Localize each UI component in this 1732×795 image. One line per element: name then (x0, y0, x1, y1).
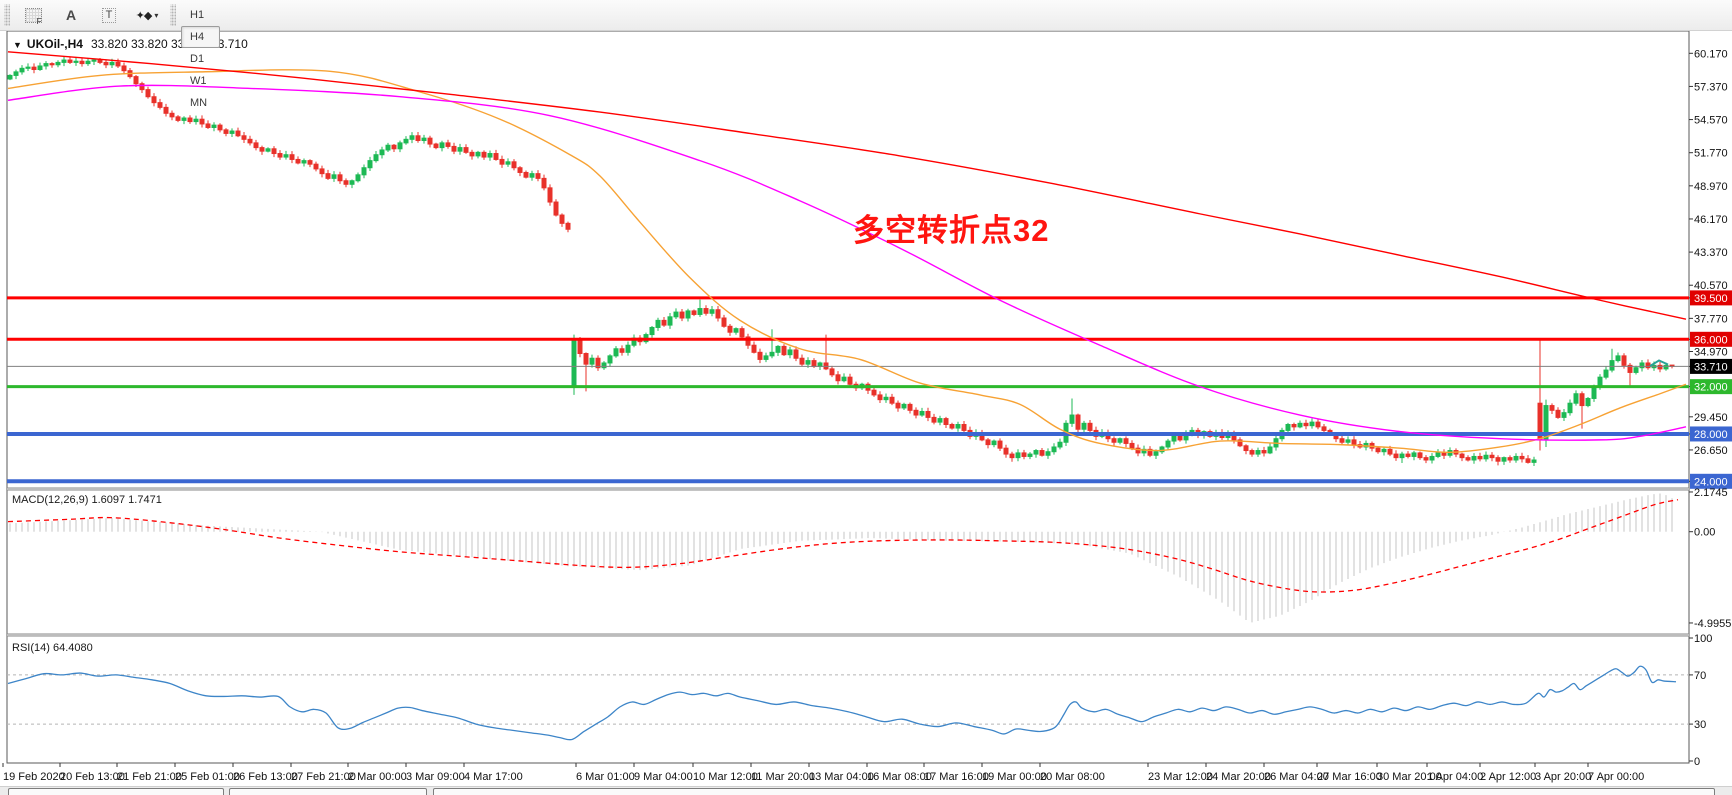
time-axis-label: 9 Mar 04:00 (634, 771, 693, 783)
macd-axis-label: -4.9955 (1694, 618, 1731, 630)
price-axis-label: 26.650 (1694, 445, 1728, 457)
time-axis-label: 10 Mar 12:00 (693, 771, 758, 783)
time-axis-label: 26 Mar 04:00 (1264, 771, 1329, 783)
toolbar-drag-handle[interactable] (170, 4, 176, 26)
ma-slow-red (7, 51, 1687, 320)
price-badge-label: 32.000 (1694, 382, 1728, 394)
price-badge (1690, 379, 1732, 395)
rsi-axis-label: 0 (1694, 756, 1700, 768)
time-axis-label: 23 Mar 12:00 (1148, 771, 1213, 783)
time-axis-label: 3 Mar 09:00 (406, 771, 465, 783)
price-badge (1690, 290, 1732, 306)
macd-readout: MACD(12,26,9) 1.6097 1.7471 (12, 494, 162, 506)
price-badge-label: 36.000 (1694, 334, 1728, 346)
time-axis-label: 2 Mar 00:00 (348, 771, 407, 783)
time-axis-label: 2 Apr 12:00 (1480, 771, 1536, 783)
time-axis-label: 13 Mar 04:00 (809, 771, 874, 783)
time-axis-label: 27 Feb 21:00 (291, 771, 356, 783)
time-axis-label: 7 Apr 00:00 (1588, 771, 1644, 783)
last-price-marker-icon (1649, 359, 1669, 367)
macd-signal-line (7, 499, 1679, 593)
price-axis-label: 54.570 (1694, 115, 1728, 127)
timeframe-button-H4[interactable]: H4 (181, 26, 221, 48)
macd-axis-label: 2.1745 (1694, 487, 1728, 499)
time-axis-label: 24 Mar 20:00 (1206, 771, 1271, 783)
time-axis-label: 26 Feb 13:00 (233, 771, 298, 783)
time-axis-label: 17 Mar 16:00 (924, 771, 989, 783)
timeframe-toolbar: M1M5M15M30H1H4D1W1MN (180, 0, 221, 114)
price-badge-label: 33.710 (1694, 361, 1728, 373)
macd-axis-label: 0.00 (1694, 527, 1715, 539)
time-axis-label: 20 Mar 08:00 (1040, 771, 1105, 783)
time-axis-label: 20 Feb 13:00 (60, 771, 125, 783)
toolbar-drag-handle[interactable] (4, 4, 10, 26)
chart-tab[interactable] (229, 788, 427, 795)
time-axis-label: 27 Mar 16:00 (1317, 771, 1382, 783)
draw-objects-button[interactable]: ✦◆ ▾ (130, 3, 164, 27)
price-axis-label: 40.570 (1694, 280, 1728, 292)
chart-grid-button[interactable]: F (16, 3, 50, 27)
insert-textbox-button[interactable]: T (92, 3, 126, 27)
trade-annotation-text[interactable]: 多空转折点32 (853, 213, 1050, 248)
rsi-axis-label: 100 (1694, 633, 1712, 645)
price-badge (1690, 473, 1732, 489)
price-badge (1690, 426, 1732, 442)
time-axis-label: 1 Apr 04:00 (1427, 771, 1483, 783)
price-badge-label: 39.500 (1694, 293, 1728, 305)
price-axis-label: 37.770 (1694, 313, 1728, 325)
time-axis-label: 6 Mar 01:00 (576, 771, 635, 783)
rsi-axis-label: 30 (1694, 719, 1706, 731)
ohlc-readout: 33.820 33.820 33.540 33.710 (90, 37, 248, 51)
chart-tab-bar (0, 786, 1732, 795)
toolbar: F A T ✦◆ ▾ M1M5M15M30H1H4D1W1MN (0, 0, 1732, 109)
rsi-readout: RSI(14) 64.4080 (12, 642, 93, 654)
time-axis-label: 25 Feb 01:00 (175, 771, 240, 783)
price-badge (1690, 358, 1732, 374)
time-axis-label: 30 Mar 20:00 (1377, 771, 1442, 783)
price-badge-label: 24.000 (1694, 476, 1728, 488)
ma-mid-magenta (7, 84, 1687, 441)
price-axis-label: 60.170 (1694, 48, 1728, 60)
price-axis-label: 51.770 (1694, 148, 1728, 160)
letter-t-icon: T (101, 7, 117, 23)
time-axis-label: 11 Mar 20:00 (751, 771, 815, 783)
time-axis-label: 16 Mar 08:00 (867, 771, 932, 783)
candles (7, 56, 1675, 466)
symbol-dropdown-icon[interactable]: ▼ (13, 40, 22, 50)
price-axis-label: 46.170 (1694, 214, 1728, 226)
rsi-line (7, 665, 1677, 741)
price-badge (1690, 331, 1732, 347)
shapes-icon: ✦◆ (135, 9, 153, 22)
time-axis-label: 19 Mar 00:00 (982, 771, 1047, 783)
price-axis-label: 57.370 (1694, 81, 1728, 93)
chart-title: UKOil-,H4 (26, 37, 83, 51)
time-axis-label: 4 Mar 17:00 (464, 771, 523, 783)
timeframe-button-W1[interactable]: W1 (190, 75, 207, 87)
chart-tab[interactable] (433, 788, 1715, 795)
chevron-down-icon: ▾ (154, 10, 159, 20)
timeframe-button-H1[interactable]: H1 (190, 9, 205, 21)
price-axis-label: 48.970 (1694, 181, 1728, 193)
time-axis-label: 3 Apr 20:00 (1535, 771, 1591, 783)
timeframe-button-MN[interactable]: MN (190, 97, 208, 109)
chart-tab[interactable] (8, 788, 224, 795)
timeframe-button-D1[interactable]: D1 (190, 53, 205, 65)
ma-fast-orange (7, 69, 1687, 454)
price-axis-label: 29.450 (1694, 412, 1728, 424)
rsi-axis-label: 70 (1694, 670, 1706, 682)
letter-a-icon: A (65, 7, 77, 23)
price-axis-label: 34.970 (1694, 346, 1728, 358)
time-axis-label: 19 Feb 2020 (3, 771, 65, 783)
price-badge-label: 28.000 (1694, 429, 1728, 441)
insert-text-button[interactable]: A (54, 3, 88, 27)
grid-icon: F (24, 7, 42, 26)
price-axis-label: 43.370 (1694, 247, 1728, 259)
time-axis-label: 21 Feb 21:00 (117, 771, 182, 783)
